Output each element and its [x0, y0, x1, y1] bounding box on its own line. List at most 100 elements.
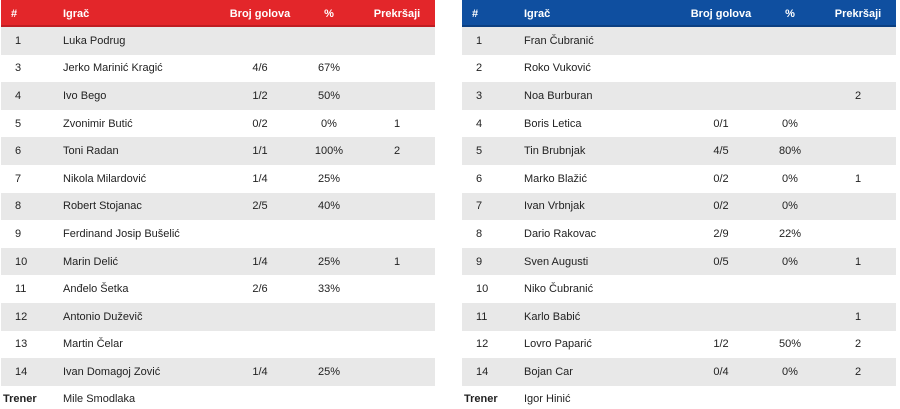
player-number: 3	[15, 62, 22, 75]
player-name: Marko Blažić	[524, 172, 587, 185]
goals-ratio: 0/4	[713, 365, 729, 378]
goals-ratio: 0/5	[713, 255, 729, 268]
player-number: 7	[476, 200, 483, 213]
coach-label: Trener	[464, 393, 498, 406]
player-number: 5	[476, 145, 483, 158]
goals-ratio: 4/5	[713, 145, 729, 158]
goals-percent: 0%	[782, 172, 798, 185]
goals-percent: 33%	[317, 283, 341, 296]
coach-row: Trener Mile Smodlaka	[1, 386, 435, 409]
table-row: 12 Antonio Duževič	[1, 302, 435, 331]
goals-percent: 50%	[317, 89, 341, 102]
goals-ratio: 4/6	[252, 62, 268, 75]
fouls-count: 1	[393, 117, 401, 130]
table-row: 10 Niko Čubranić	[462, 275, 896, 303]
player-name: Ivan Domagoj Zović	[63, 365, 161, 378]
player-name: Lovro Paparić	[524, 338, 592, 351]
player-number: 11	[15, 283, 27, 296]
table-body: 1 Fran Čubranić 2 Roko Vuković 3 Noa Burburan…	[462, 27, 896, 386]
goals-percent: 25%	[317, 365, 341, 378]
table-row: 3 Noa Burburan 2	[462, 82, 896, 110]
home-team-stats-table: # Igrač Broj golova % Prekršaji 1 Luka Po…	[1, 0, 435, 409]
goals-percent: 25%	[317, 172, 341, 185]
table-row: 5 Zvonimir Butić 0/2 0% 1	[1, 109, 435, 138]
coach-row: Trener Igor Hinić	[462, 386, 896, 409]
player-number: 10	[476, 283, 489, 296]
goals-ratio: 2/5	[252, 200, 268, 213]
fouls-count: 2	[854, 89, 862, 102]
fouls-count: 1	[854, 255, 862, 268]
table-row: 7 Ivan Vrbnjak 0/2 0%	[462, 192, 896, 221]
goals-ratio: 0/2	[713, 172, 729, 185]
player-name: Ferdinand Josip Bušelić	[63, 227, 180, 240]
player-name: Nikola Milardović	[63, 172, 147, 185]
player-name: Antonio Duževič	[63, 310, 143, 323]
player-number: 9	[476, 255, 483, 268]
goals-ratio: 1/4	[252, 255, 268, 268]
table-row: 14 Ivan Domagoj Zović 1/4 25%	[1, 358, 435, 386]
fouls-count: 1	[854, 310, 862, 323]
table-row: 12 Lovro Paparić 1/2 50% 2	[462, 330, 896, 359]
table-row: 8 Dario Rakovac 2/9 22%	[462, 220, 896, 248]
player-name: Sven Augusti	[524, 255, 589, 268]
goals-percent: 67%	[317, 62, 341, 75]
table-row: 5 Tin Brubnjak 4/5 80%	[462, 137, 896, 165]
table-row: 10 Marin Delić 1/4 25% 1	[1, 247, 435, 276]
player-number: 8	[476, 227, 483, 240]
goals-percent: 50%	[778, 338, 802, 351]
table-row: 6 Toni Radan 1/1 100% 2	[1, 137, 435, 165]
goals-percent: 80%	[778, 145, 802, 158]
player-name: Robert Stojanac	[63, 200, 142, 213]
player-name: Luka Podrug	[63, 34, 126, 47]
goals-percent: 100%	[314, 145, 344, 158]
player-name: Boris Letica	[524, 117, 582, 130]
player-number: 6	[476, 172, 483, 185]
player-number: 11	[476, 310, 488, 323]
player-name: Karlo Babić	[524, 310, 581, 323]
player-number: 1	[476, 34, 483, 47]
player-number: 9	[15, 227, 22, 240]
table-row: 4 Ivo Bego 1/2 50%	[1, 82, 435, 110]
header-percent: %	[785, 7, 795, 20]
table-row: 7 Nikola Milardović 1/4 25%	[1, 164, 435, 193]
goals-ratio: 0/2	[252, 117, 268, 130]
table-header: # Igrač Broj golova % Prekršaji	[462, 0, 896, 27]
player-number: 5	[15, 117, 22, 130]
table-row: 1 Luka Podrug	[1, 27, 435, 55]
player-number: 10	[15, 255, 28, 268]
goals-ratio: 2/6	[252, 283, 268, 296]
player-number: 6	[15, 145, 22, 158]
player-number: 12	[15, 310, 28, 323]
table-row: 4 Boris Letica 0/1 0%	[462, 109, 896, 138]
table-row: 14 Bojan Car 0/4 0% 2	[462, 358, 896, 386]
table-row: 11 Karlo Babić 1	[462, 302, 896, 331]
header-fouls: Prekršaji	[834, 7, 882, 20]
player-number: 1	[15, 34, 22, 47]
coach-label: Trener	[3, 393, 37, 406]
player-name: Ivan Vrbnjak	[524, 200, 585, 213]
player-name: Niko Čubranić	[524, 283, 594, 296]
table-row: 9 Sven Augusti 0/5 0% 1	[462, 247, 896, 276]
fouls-count: 2	[854, 338, 862, 351]
header-goals: Broj golova	[690, 7, 752, 20]
table-row: 6 Marko Blažić 0/2 0% 1	[462, 164, 896, 193]
goals-ratio: 2/9	[713, 227, 729, 240]
header-fouls: Prekršaji	[373, 7, 421, 20]
goals-ratio: 0/2	[713, 200, 729, 213]
away-team-stats-table: # Igrač Broj golova % Prekršaji 1 Fran Ču…	[462, 0, 896, 409]
player-name: Zvonimir Butić	[63, 117, 133, 130]
player-name: Toni Radan	[63, 145, 119, 158]
player-number: 8	[15, 200, 22, 213]
table-row: 11 Anđelo Šetka 2/6 33%	[1, 275, 435, 303]
player-number: 12	[476, 338, 489, 351]
goals-ratio: 1/2	[713, 338, 729, 351]
goals-percent: 0%	[782, 117, 798, 130]
header-number: #	[472, 7, 479, 20]
coach-name: Igor Hinić	[524, 393, 571, 406]
table-row: 13 Martin Čelar	[1, 330, 435, 359]
player-name: Martin Čelar	[63, 338, 123, 351]
goals-percent: 22%	[778, 227, 802, 240]
player-name: Roko Vuković	[524, 62, 591, 75]
header-player: Igrač	[524, 7, 551, 20]
player-number: 7	[15, 172, 22, 185]
